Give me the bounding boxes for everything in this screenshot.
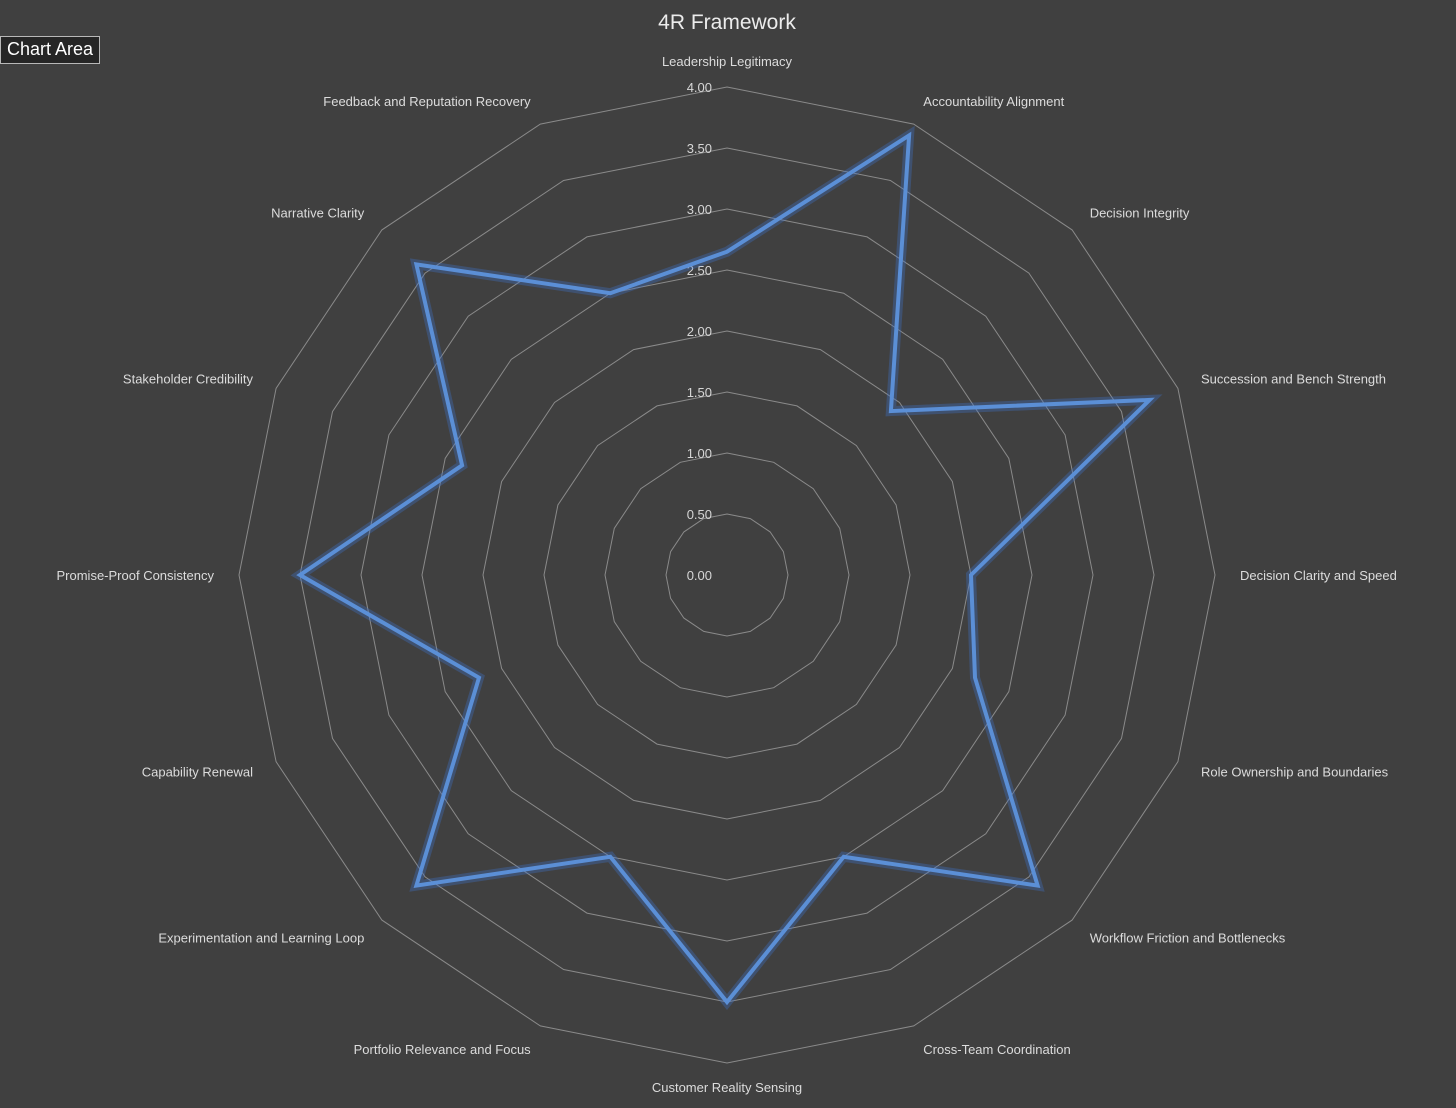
series-1 <box>290 125 1163 1010</box>
category-label: Feedback and Reputation Recovery <box>323 94 531 109</box>
category-label: Leadership Legitimacy <box>662 54 793 69</box>
category-label: Succession and Bench Strength <box>1201 372 1386 387</box>
grid-ring <box>604 452 850 698</box>
tick-label: 0.50 <box>687 507 712 522</box>
category-label: Experimentation and Learning Loop <box>158 931 364 946</box>
series-line[interactable] <box>296 131 1155 1006</box>
category-label: Portfolio Relevance and Focus <box>354 1042 532 1057</box>
category-label: Capability Renewal <box>142 764 253 779</box>
grid-ring <box>299 147 1155 1003</box>
radial-tick-labels: 0.00 0.50 1.00 1.50 2.00 2.50 3.00 3.50 4.00 <box>687 80 712 583</box>
grid-ring <box>238 86 1216 1064</box>
category-label: Workflow Friction and Bottlenecks <box>1090 931 1286 946</box>
grid-ring <box>543 391 911 759</box>
tick-label: 3.00 <box>687 202 712 217</box>
grid-ring <box>421 269 1033 881</box>
grid-ring <box>360 208 1094 942</box>
grid-ring <box>482 330 972 820</box>
grid-rings <box>238 86 1216 1064</box>
category-label: Cross-Team Coordination <box>923 1042 1070 1057</box>
tick-label: 2.50 <box>687 263 712 278</box>
tick-label: 1.50 <box>687 385 712 400</box>
category-label: Customer Reality Sensing <box>652 1080 802 1095</box>
tick-label: 0.00 <box>687 568 712 583</box>
chart-area-tooltip: Chart Area <box>0 36 101 64</box>
category-label: Promise-Proof Consistency <box>57 568 215 583</box>
category-label: Accountability Alignment <box>923 94 1064 109</box>
tick-label: 4.00 <box>687 80 712 95</box>
category-label: Stakeholder Credibility <box>123 372 254 387</box>
category-label: Decision Clarity and Speed <box>1240 568 1397 583</box>
tick-label: 3.50 <box>687 141 712 156</box>
category-label: Narrative Clarity <box>271 205 365 220</box>
grid-ring <box>665 513 789 637</box>
tick-label: 1.00 <box>687 446 712 461</box>
tick-label: 2.00 <box>687 324 712 339</box>
chart-title: 4R Framework <box>658 11 796 34</box>
category-label: Role Ownership and Boundaries <box>1201 764 1389 779</box>
category-label: Decision Integrity <box>1090 205 1190 220</box>
category-labels: Leadership Legitimacy Accountability Alig… <box>57 54 1397 1095</box>
